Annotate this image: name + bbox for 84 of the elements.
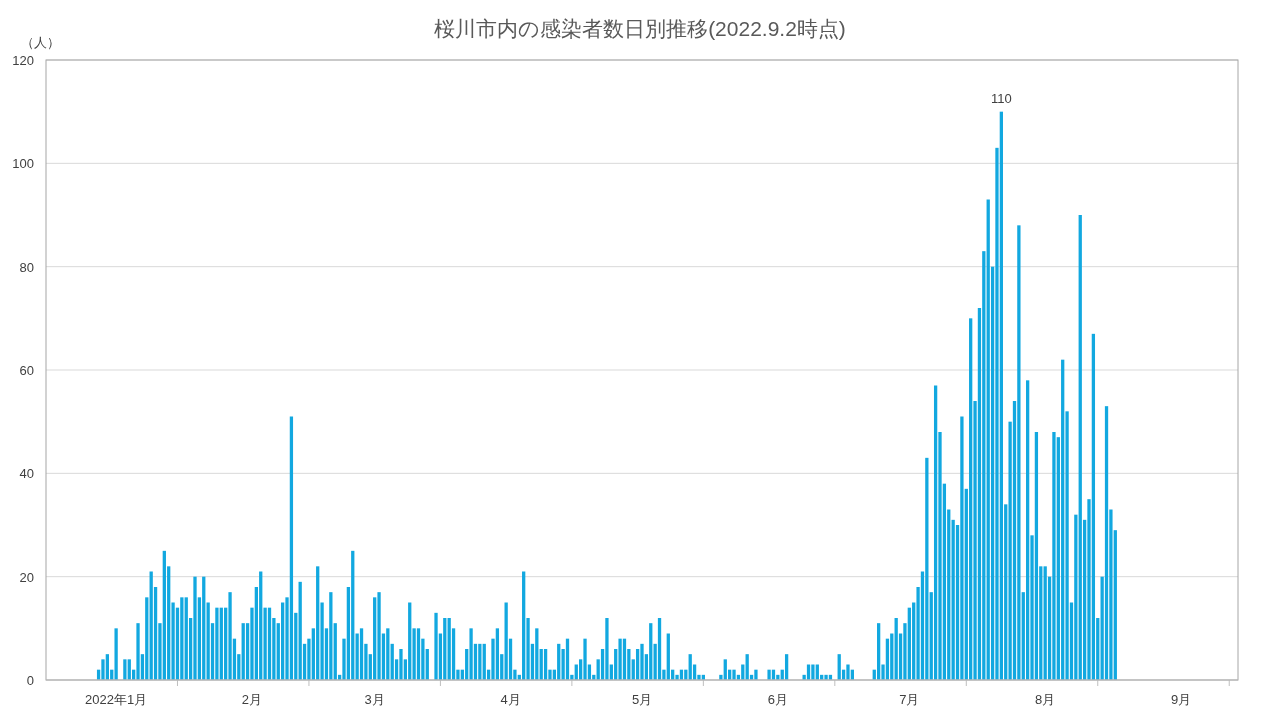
bar — [184, 597, 188, 680]
x-tick-label: 7月 — [899, 692, 920, 707]
bar — [180, 597, 184, 680]
bar — [399, 649, 403, 680]
bar — [951, 519, 955, 680]
bar — [377, 592, 381, 680]
bar — [359, 628, 364, 680]
bar — [386, 628, 390, 680]
bar — [443, 618, 447, 680]
bar — [535, 628, 539, 680]
x-tick-label: 5月 — [631, 692, 653, 707]
bar — [583, 638, 587, 680]
bar — [259, 571, 263, 680]
bar — [123, 659, 127, 680]
bar — [434, 612, 438, 680]
bar — [999, 111, 1003, 680]
bar — [933, 385, 938, 680]
y-tick-label: 100 — [12, 156, 34, 172]
bar — [495, 628, 500, 680]
y-tick-label: 0 — [26, 673, 34, 688]
bar — [649, 623, 653, 680]
x-tick-label: 2月 — [241, 692, 263, 707]
bar — [846, 664, 850, 680]
x-tick-label: 8月 — [1035, 692, 1056, 707]
bar — [925, 457, 929, 680]
bar — [754, 669, 758, 680]
bar — [289, 416, 294, 680]
bar — [1104, 406, 1109, 680]
bar — [149, 571, 153, 680]
bar — [447, 618, 451, 680]
bar — [969, 318, 973, 680]
bar — [298, 581, 302, 680]
annotation: 110 — [990, 90, 1012, 106]
bar — [675, 674, 679, 680]
bar — [114, 628, 118, 680]
bar — [1091, 333, 1096, 680]
bar — [732, 669, 736, 680]
bar — [329, 592, 333, 680]
bar — [877, 623, 881, 680]
x-tick-label: 6月 — [767, 692, 788, 707]
bar — [1052, 432, 1056, 680]
bar — [982, 251, 986, 680]
bar — [1026, 380, 1030, 680]
bar — [767, 669, 771, 680]
bar — [605, 618, 609, 680]
bar — [145, 597, 149, 680]
bar — [202, 576, 206, 680]
bar — [657, 618, 662, 680]
bar — [193, 576, 197, 680]
bar — [1061, 359, 1065, 680]
bar — [333, 623, 337, 680]
y-tick-label: 60 — [19, 363, 34, 378]
y-axis-title: （人） — [20, 35, 60, 50]
bar — [894, 618, 898, 680]
y-tick-label: 80 — [19, 259, 34, 275]
bar — [1017, 225, 1021, 680]
bar — [351, 550, 355, 680]
bar — [162, 550, 166, 680]
bar — [1078, 215, 1082, 680]
x-tick-label: 9月 — [1170, 692, 1192, 707]
bar — [824, 674, 828, 680]
x-tick-label: 2022年1月 — [85, 692, 148, 707]
bar — [522, 571, 526, 680]
bar — [416, 628, 421, 680]
bar — [228, 592, 232, 680]
bar — [618, 638, 622, 680]
bar — [1043, 566, 1047, 680]
bar — [986, 199, 990, 680]
bar — [136, 623, 140, 680]
y-tick-label: 20 — [19, 569, 34, 585]
chart-title: 桜川市内の感染者数日別推移(2022.9.2時点) — [434, 17, 846, 40]
y-tick-label: 40 — [19, 466, 34, 482]
bar — [640, 643, 644, 680]
bar — [811, 664, 815, 680]
x-tick-label: 4月 — [500, 692, 521, 707]
x-tick-label: 3月 — [364, 692, 385, 707]
bar — [1034, 432, 1039, 680]
bar — [469, 628, 473, 680]
bar — [215, 607, 219, 680]
bar — [960, 416, 964, 680]
bar — [316, 566, 320, 680]
bar — [241, 623, 245, 680]
y-tick-label: 120 — [12, 53, 34, 68]
bar — [1074, 514, 1078, 680]
